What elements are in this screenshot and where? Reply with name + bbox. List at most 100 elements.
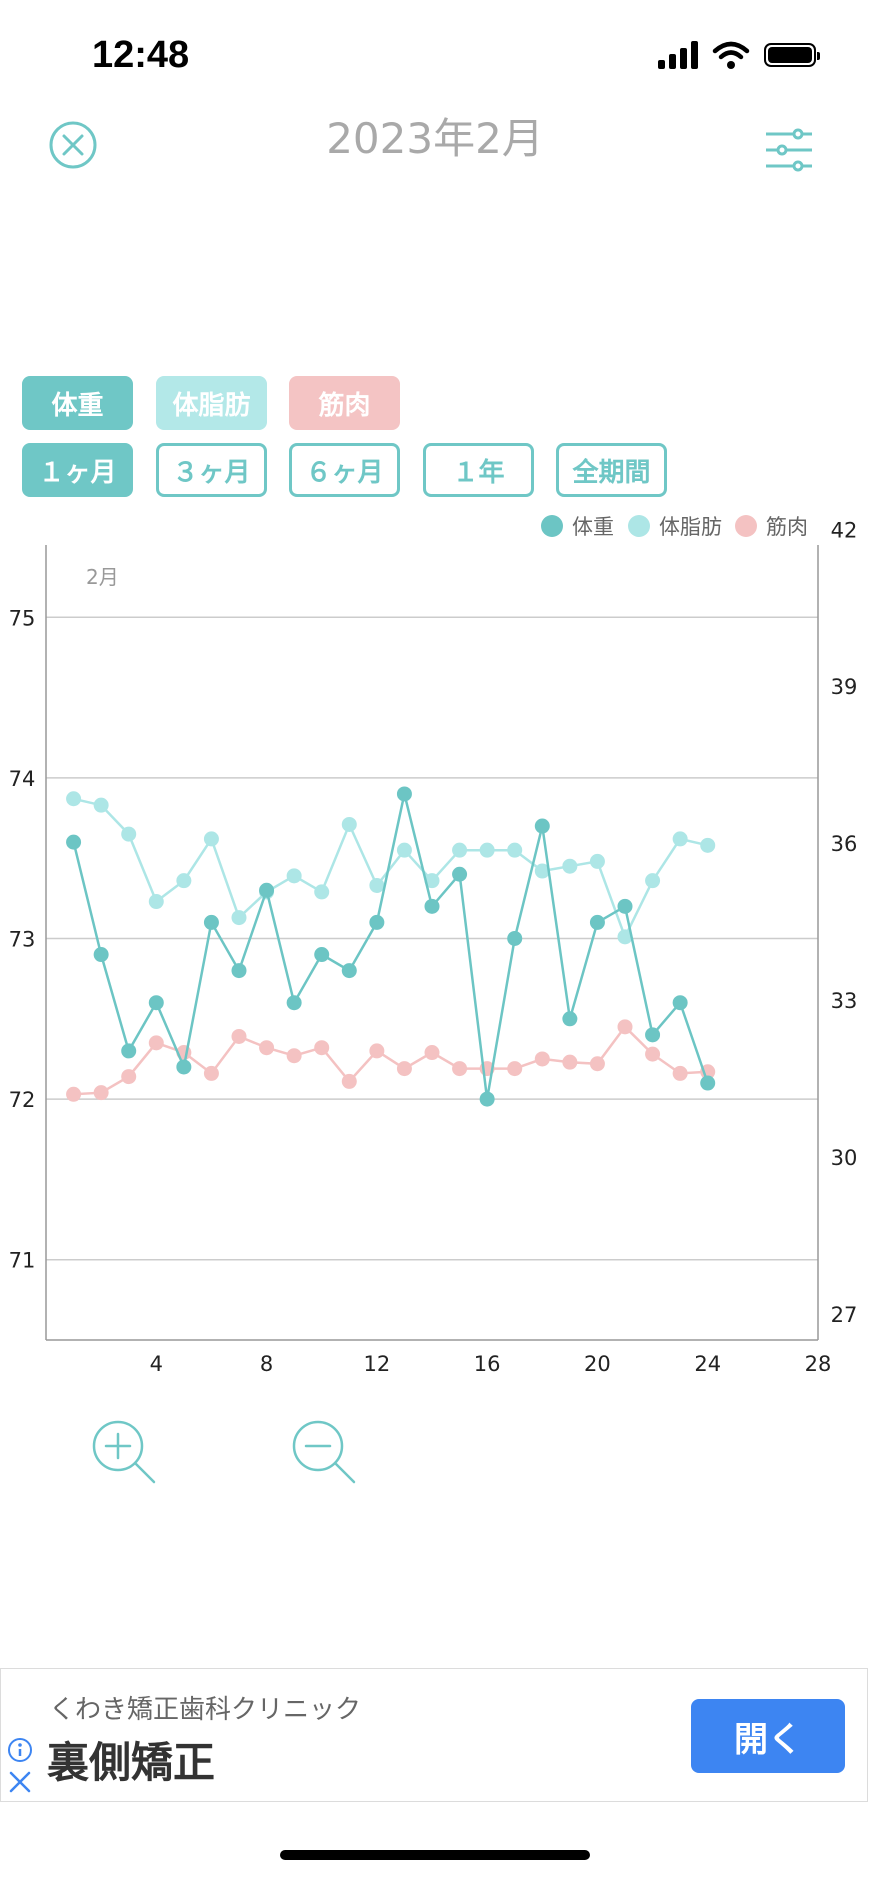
weight-chart[interactable]: 体重 体脂肪 筋肉 2月 71 72 73 74 75 27 30 33 36 39 42 4 8 12 1… xyxy=(0,515,870,1375)
series-2-point-1 xyxy=(66,1086,82,1102)
chart-grid xyxy=(46,616,818,1261)
series-2-point-6 xyxy=(203,1065,219,1081)
series-2-point-18 xyxy=(534,1051,550,1067)
close-icon[interactable] xyxy=(7,1769,33,1795)
ad-headline: 裏側矯正 xyxy=(47,1738,216,1787)
status-icons xyxy=(658,40,820,70)
series-0-point-10 xyxy=(314,947,330,963)
toggle-weight[interactable]: 体重 xyxy=(22,376,133,430)
series-2-point-12 xyxy=(369,1043,385,1059)
y-left-tick-label-74: 74 xyxy=(9,767,36,791)
series-0-point-7 xyxy=(231,963,247,979)
series-1-point-20 xyxy=(589,853,605,869)
wifi-icon xyxy=(712,41,750,69)
period-1-month[interactable]: １ヶ月 xyxy=(22,443,133,497)
y-left-tick-label-75: 75 xyxy=(9,606,36,630)
home-indicator[interactable] xyxy=(280,1850,590,1860)
series-line-2 xyxy=(73,1024,708,1096)
y-right-tick-label-39: 39 xyxy=(831,675,858,699)
x-tick-label-24: 24 xyxy=(694,1352,721,1375)
series-2-point-15 xyxy=(452,1061,468,1077)
series-1-point-6 xyxy=(203,831,219,847)
series-1-point-23 xyxy=(672,831,688,847)
close-circle-icon[interactable] xyxy=(48,120,98,170)
series-2-point-9 xyxy=(286,1048,302,1064)
series-0-point-11 xyxy=(341,963,357,979)
series-1-point-17 xyxy=(507,842,523,858)
legend-marker-2 xyxy=(735,515,757,537)
series-0-point-13 xyxy=(396,786,412,802)
y-right-tick-label-42: 42 xyxy=(831,518,858,542)
series-2-point-22 xyxy=(645,1046,661,1062)
ad-open-button[interactable]: 開く xyxy=(691,1699,845,1773)
legend-label-1: 体脂肪 xyxy=(659,515,722,539)
legend-label-2: 筋肉 xyxy=(766,515,808,539)
period-1-year[interactable]: １年 xyxy=(423,443,534,497)
series-1-point-4 xyxy=(148,894,164,910)
series-1-point-21 xyxy=(617,929,633,945)
series-0-point-12 xyxy=(369,914,385,930)
series-1-point-15 xyxy=(452,842,468,858)
series-0-point-5 xyxy=(176,1059,192,1075)
series-1-point-12 xyxy=(369,877,385,893)
x-tick-label-28: 28 xyxy=(805,1352,832,1375)
y-left-tick-label-71: 71 xyxy=(9,1249,36,1273)
series-1-point-11 xyxy=(341,816,357,832)
series-1-point-5 xyxy=(176,873,192,889)
series-1-point-24 xyxy=(700,837,716,853)
toggle-muscle[interactable]: 筋肉 xyxy=(289,376,400,430)
legend-marker-1 xyxy=(628,515,650,537)
battery-icon xyxy=(764,43,820,67)
series-2-point-3 xyxy=(121,1069,137,1085)
legend-label-0: 体重 xyxy=(572,515,614,539)
series-1-point-16 xyxy=(479,842,495,858)
x-tick-label-20: 20 xyxy=(584,1352,611,1375)
series-0-point-22 xyxy=(645,1027,661,1043)
series-1-point-14 xyxy=(424,873,440,889)
series-2-point-23 xyxy=(672,1065,688,1081)
zoom-out-icon[interactable] xyxy=(290,1418,360,1488)
sliders-icon[interactable] xyxy=(764,128,814,172)
series-0-point-9 xyxy=(286,995,302,1011)
info-icon[interactable] xyxy=(7,1737,33,1763)
zoom-in-icon[interactable] xyxy=(90,1418,160,1488)
series-0-point-2 xyxy=(93,947,109,963)
series-1 xyxy=(66,791,716,945)
series-1-point-13 xyxy=(396,842,412,858)
series-0-point-18 xyxy=(534,818,550,834)
series-1-point-2 xyxy=(93,797,109,813)
series-2-point-7 xyxy=(231,1028,247,1044)
series-2-point-10 xyxy=(314,1040,330,1056)
y-right-ticks: 27 30 33 36 39 42 xyxy=(831,518,858,1327)
toggle-body-fat[interactable]: 体脂肪 xyxy=(156,376,267,430)
series-1-point-1 xyxy=(66,791,82,807)
x-tick-label-8: 8 xyxy=(260,1352,273,1375)
y-right-tick-label-27: 27 xyxy=(831,1303,858,1327)
series-0-point-3 xyxy=(121,1043,137,1059)
period-6-months[interactable]: ６ヶ月 xyxy=(289,443,400,497)
series-1-point-3 xyxy=(121,826,137,842)
page-title: 2023年2月 xyxy=(326,114,544,163)
ad-banner[interactable]: くわき矯正歯科クリニック 裏側矯正 開く xyxy=(0,1668,868,1802)
series-2-point-20 xyxy=(589,1056,605,1072)
series-1-point-7 xyxy=(231,910,247,926)
signal-icon xyxy=(658,41,698,69)
series-1-point-22 xyxy=(645,873,661,889)
series-2-point-4 xyxy=(148,1035,164,1051)
status-time: 12:48 xyxy=(92,34,190,76)
series-0-point-1 xyxy=(66,834,82,850)
series-2-point-21 xyxy=(617,1019,633,1035)
series-2-point-11 xyxy=(341,1073,357,1089)
series-2-point-19 xyxy=(562,1054,578,1070)
series-0-point-21 xyxy=(617,898,633,914)
y-right-tick-label-30: 30 xyxy=(831,1146,858,1170)
series-line-0 xyxy=(72,793,709,1100)
period-all[interactable]: 全期間 xyxy=(556,443,667,497)
series-2-point-2 xyxy=(93,1085,109,1101)
period-3-months[interactable]: ３ヶ月 xyxy=(156,443,267,497)
series-2 xyxy=(66,1019,716,1102)
y-right-tick-label-36: 36 xyxy=(831,832,858,856)
series-0-point-4 xyxy=(148,995,164,1011)
series-0-point-15 xyxy=(452,866,468,882)
series-2-point-13 xyxy=(396,1061,412,1077)
